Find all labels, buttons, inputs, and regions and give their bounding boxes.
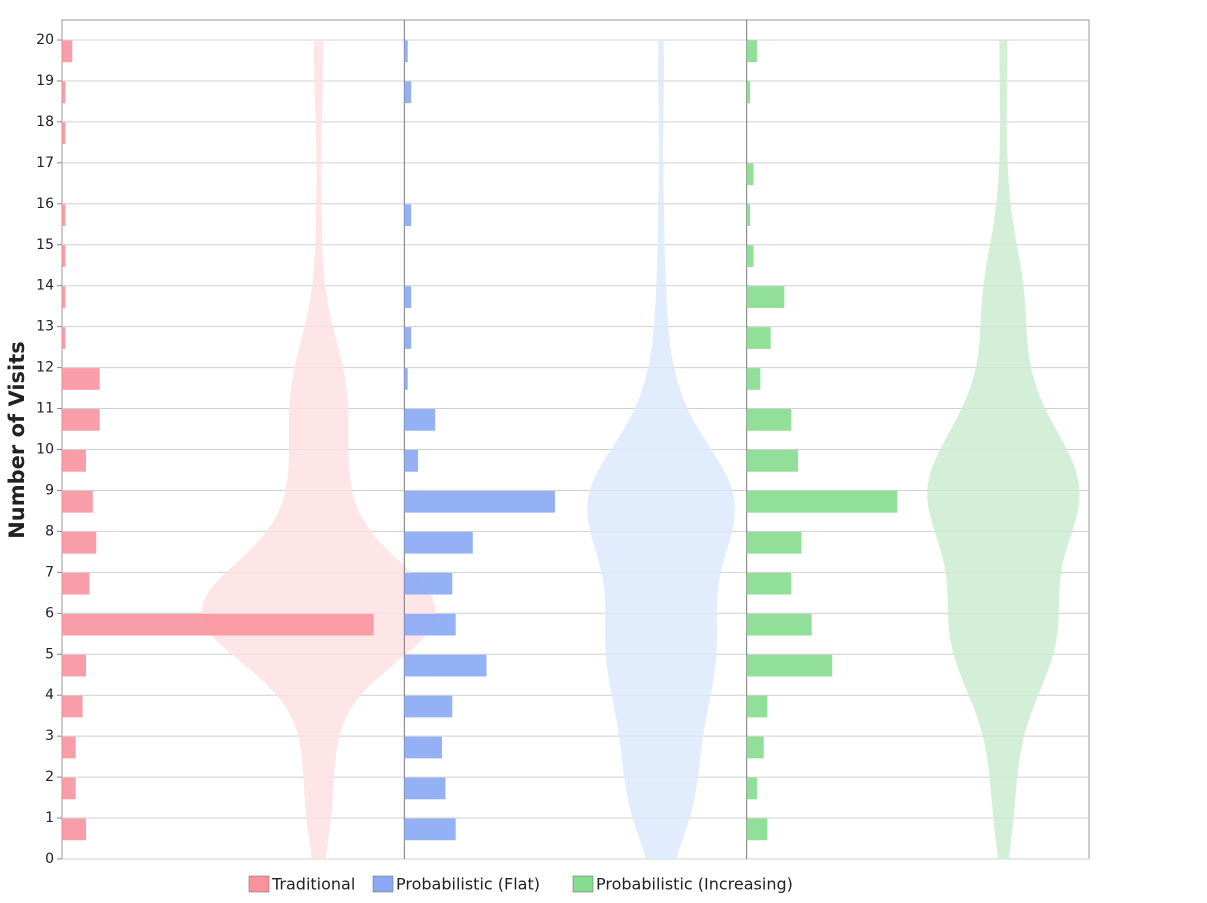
bar <box>746 818 768 841</box>
bar <box>746 163 754 186</box>
y-tick-label: 13 <box>36 319 54 335</box>
bar <box>746 736 764 759</box>
bar <box>62 736 76 759</box>
y-tick-label: 6 <box>45 605 54 621</box>
bar <box>62 81 66 104</box>
bar <box>62 777 76 800</box>
bar <box>62 450 86 472</box>
legend-swatch <box>248 875 270 893</box>
bar <box>62 654 86 677</box>
y-tick-label: 12 <box>36 360 54 376</box>
y-tick-label: 16 <box>36 196 54 212</box>
violin <box>927 40 1080 859</box>
y-tick-label: 2 <box>45 769 54 785</box>
violin <box>201 40 436 859</box>
y-tick-label: 4 <box>45 687 54 703</box>
bar <box>404 286 412 308</box>
legend-swatch <box>572 875 594 893</box>
y-tick-label: 1 <box>45 810 54 826</box>
bar <box>746 654 833 677</box>
y-tick-label: 3 <box>45 728 54 744</box>
legend-label: Traditional <box>271 875 355 894</box>
bar <box>404 204 412 227</box>
bar <box>746 409 792 431</box>
legend-label: Probabilistic (Flat) <box>396 875 540 894</box>
bar <box>404 613 456 636</box>
bar <box>746 490 898 513</box>
bar <box>746 695 768 718</box>
bar <box>62 531 97 554</box>
bar <box>746 368 761 390</box>
bar <box>746 40 757 63</box>
bar <box>404 531 473 554</box>
bar <box>746 572 792 595</box>
plot-area <box>61 19 1090 860</box>
bar <box>404 695 453 718</box>
bar <box>746 204 751 227</box>
bar <box>62 286 66 308</box>
bar <box>404 572 453 595</box>
y-tick-label: 7 <box>45 564 54 580</box>
bar <box>404 81 412 104</box>
y-tick-label: 0 <box>45 851 54 867</box>
bar <box>62 695 83 718</box>
bar <box>404 490 555 513</box>
bar <box>404 450 419 472</box>
bar <box>746 81 751 104</box>
bar <box>404 654 487 677</box>
bar <box>404 368 408 390</box>
bar <box>404 777 446 800</box>
y-tick-label: 19 <box>36 73 54 89</box>
bar <box>746 531 802 554</box>
bar <box>404 327 412 349</box>
bar <box>62 204 66 227</box>
y-tick-label: 8 <box>45 523 54 539</box>
bar <box>746 613 812 636</box>
bar <box>746 777 757 800</box>
y-tick-label: 9 <box>45 482 54 498</box>
violins <box>201 40 1080 859</box>
bar <box>746 286 785 308</box>
bar <box>62 40 73 63</box>
bar <box>746 450 799 472</box>
bar <box>62 122 66 145</box>
legend-label: Probabilistic (Increasing) <box>596 875 793 894</box>
bar <box>62 245 66 267</box>
bar <box>62 327 66 349</box>
bar <box>746 327 771 349</box>
bar <box>404 40 408 63</box>
violin <box>587 40 735 859</box>
y-tick-label: 18 <box>36 114 54 130</box>
bar <box>404 818 456 841</box>
bar <box>62 490 93 513</box>
y-axis-label: Number of Visits <box>5 341 29 539</box>
bar <box>62 572 90 595</box>
y-tick-label: 11 <box>36 401 54 417</box>
bar <box>746 245 754 267</box>
legend-swatch <box>372 875 394 893</box>
bar <box>62 818 86 841</box>
bar <box>62 409 100 431</box>
y-tick-label: 5 <box>45 646 54 662</box>
y-tick-label: 17 <box>36 155 54 171</box>
bar <box>404 736 442 759</box>
bar <box>62 613 374 636</box>
y-tick-label: 15 <box>36 237 54 253</box>
bar <box>62 368 100 390</box>
y-tick-label: 14 <box>36 278 54 294</box>
bar <box>404 409 436 431</box>
y-tick-label: 10 <box>36 442 54 458</box>
y-tick-label: 20 <box>36 32 54 48</box>
